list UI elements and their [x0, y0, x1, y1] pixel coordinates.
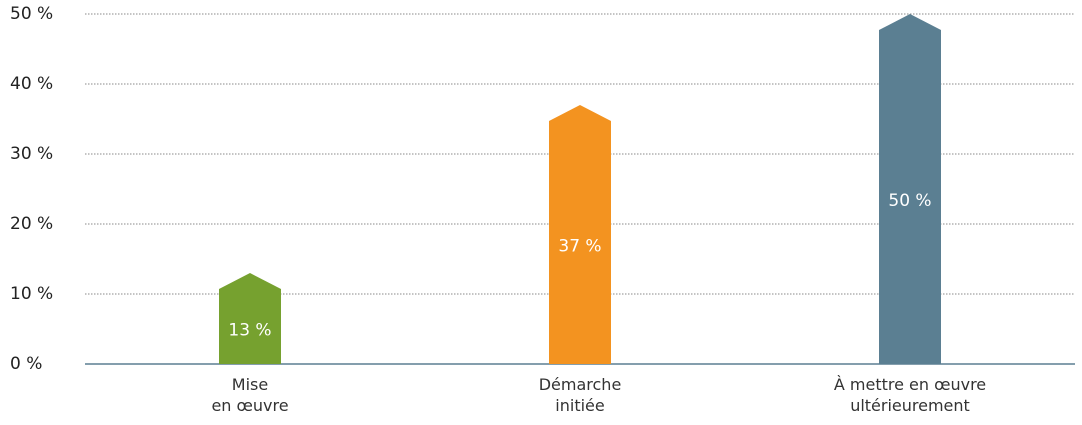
- bar: [549, 105, 611, 364]
- bar: [879, 14, 941, 364]
- y-tick-label: 40 %: [10, 74, 53, 94]
- y-tick-label: 0 %: [10, 354, 42, 374]
- x-tick-label: Démarche initiée: [538, 375, 622, 415]
- value-label: 50 %: [888, 191, 931, 211]
- bar: [219, 273, 281, 364]
- x-tick-label: À mettre en œuvre ultérieurement: [833, 375, 987, 415]
- y-tick-label: 20 %: [10, 214, 53, 234]
- y-tick-label: 10 %: [10, 284, 53, 304]
- x-tick-label: Mise en œuvre: [211, 375, 289, 415]
- y-tick-label: 50 %: [10, 4, 53, 24]
- value-label: 13 %: [228, 321, 271, 341]
- y-tick-label: 30 %: [10, 144, 53, 164]
- value-label: 37 %: [558, 237, 601, 257]
